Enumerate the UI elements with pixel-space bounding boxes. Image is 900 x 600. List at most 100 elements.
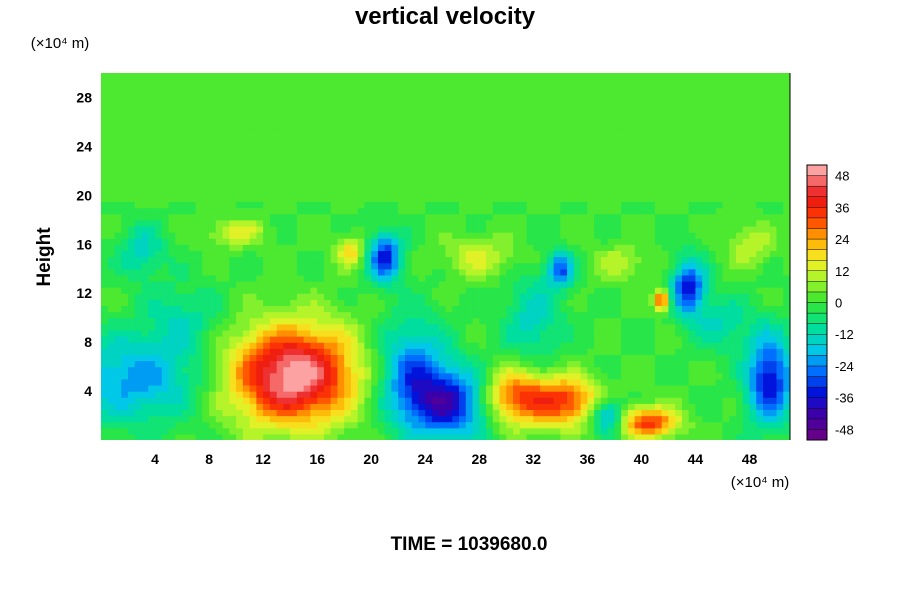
heatmap-cell — [134, 397, 143, 404]
heatmap-cell — [445, 391, 453, 398]
heatmap-cell — [600, 317, 609, 325]
heatmap-cell — [499, 201, 507, 209]
heatmap-cell — [722, 378, 730, 386]
heatmap-cell — [546, 256, 555, 264]
heatmap-cell — [323, 415, 332, 423]
heatmap-cell — [742, 158, 751, 166]
heatmap-cell — [337, 360, 345, 368]
heatmap-cell — [310, 409, 318, 417]
heatmap-cell — [283, 140, 291, 147]
heatmap-cell — [465, 397, 474, 404]
heatmap-cell — [661, 250, 670, 258]
heatmap-cell — [101, 213, 109, 221]
heatmap-cell — [452, 238, 460, 245]
heatmap-cell — [580, 293, 588, 300]
heatmap-cell — [492, 311, 501, 319]
heatmap-cell — [459, 372, 467, 380]
heatmap-cell — [269, 201, 278, 209]
heatmap-cell — [607, 274, 615, 282]
heatmap-cell — [195, 421, 203, 429]
heatmap-cell — [594, 256, 602, 264]
heatmap-cell — [756, 360, 764, 368]
heatmap-cell — [749, 176, 757, 184]
heatmap-cell — [769, 329, 778, 337]
heatmap-cell — [486, 397, 494, 404]
heatmap-cell — [742, 164, 751, 172]
heatmap-cell — [398, 287, 406, 294]
heatmap-cell — [641, 427, 649, 435]
heatmap-cell — [749, 164, 757, 172]
heatmap-cell — [438, 225, 447, 233]
heatmap-cell — [465, 384, 474, 392]
heatmap-cell — [783, 219, 790, 227]
heatmap-cell — [742, 403, 751, 411]
heatmap-cell — [330, 225, 339, 233]
heatmap-cell — [594, 189, 602, 196]
heatmap-cell — [161, 317, 170, 325]
heatmap-cell — [708, 146, 717, 154]
heatmap-cell — [722, 409, 730, 417]
heatmap-cell — [202, 152, 210, 160]
heatmap-cell — [762, 268, 771, 276]
heatmap-cell — [533, 354, 541, 362]
heatmap-cell — [263, 384, 271, 392]
heatmap-cell — [641, 305, 649, 313]
heatmap-cell — [121, 433, 129, 440]
heatmap-cell — [269, 280, 278, 288]
heatmap-cell — [438, 176, 447, 184]
heatmap-cell — [661, 207, 670, 215]
heatmap-cell — [600, 421, 609, 429]
heatmap-cell — [452, 250, 460, 258]
heatmap-cell — [101, 342, 109, 349]
heatmap-cell — [384, 311, 393, 319]
heatmap-cell — [195, 170, 203, 178]
heatmap-cell — [323, 360, 332, 368]
heatmap-cell — [506, 354, 514, 362]
heatmap-cell — [161, 409, 170, 417]
heatmap-cell — [276, 317, 284, 325]
heatmap-cell — [155, 421, 163, 429]
heatmap-cell — [209, 183, 217, 190]
heatmap-cell — [101, 391, 109, 398]
heatmap-cell — [762, 360, 771, 368]
heatmap-cell — [107, 238, 116, 245]
heatmap-cell — [668, 213, 676, 221]
heatmap-cell — [330, 305, 339, 313]
heatmap-cell — [594, 238, 602, 245]
heatmap-cell — [553, 348, 561, 355]
heatmap-cell — [249, 342, 257, 349]
heatmap-cell — [290, 299, 298, 307]
heatmap-cell — [641, 183, 649, 190]
heatmap-cell — [452, 403, 460, 411]
heatmap-cell — [310, 250, 318, 258]
heatmap-cell — [675, 354, 683, 362]
heatmap-cell — [594, 397, 602, 404]
heatmap-cell — [783, 244, 790, 251]
heatmap-cell — [708, 158, 717, 166]
heatmap-cell — [506, 256, 514, 264]
heatmap-cell — [641, 348, 649, 355]
heatmap-cell — [513, 250, 521, 258]
heatmap-cell — [222, 311, 230, 319]
heatmap-cell — [756, 384, 764, 392]
heatmap-cell — [573, 299, 582, 307]
heatmap-cell — [472, 378, 480, 386]
heatmap-cell — [648, 146, 656, 154]
heatmap-cell — [350, 256, 359, 264]
heatmap-cell — [209, 403, 217, 411]
heatmap-cell — [310, 256, 318, 264]
heatmap-cell — [188, 317, 197, 325]
heatmap-cell — [762, 299, 771, 307]
heatmap-cell — [492, 213, 501, 221]
heatmap-cell — [756, 317, 764, 325]
heatmap-cell — [688, 384, 697, 392]
heatmap-cell — [641, 342, 649, 349]
heatmap-cell — [283, 311, 291, 319]
heatmap-cell — [317, 409, 325, 417]
heatmap-cell — [364, 336, 372, 343]
heatmap-cell — [236, 397, 244, 404]
heatmap-cell — [688, 140, 697, 147]
heatmap-cell — [168, 262, 176, 270]
heatmap-cell — [729, 329, 737, 337]
heatmap-cell — [404, 311, 413, 319]
